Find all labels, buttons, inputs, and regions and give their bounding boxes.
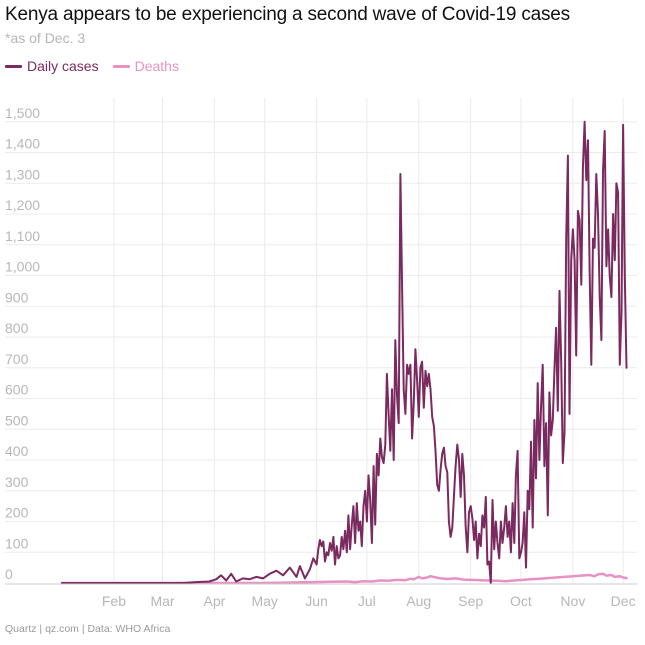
legend-item-deaths: Deaths (112, 58, 179, 74)
y-tick-label: 1,500 (5, 105, 40, 121)
y-tick-label: 1,200 (5, 197, 40, 213)
line-chart: 0 100 200 300 400 500 600 700 800 900 1,000 1,100 1,… (5, 98, 637, 609)
legend-label-deaths: Deaths (134, 58, 179, 74)
x-tick-label: Jun (305, 593, 328, 609)
x-tick-label: Apr (204, 593, 226, 609)
legend-item-daily-cases: Daily cases (5, 58, 99, 74)
x-tick-label: Sep (458, 593, 483, 609)
y-tick-label: 700 (5, 351, 29, 367)
series-line-deaths (60, 572, 628, 585)
y-tick-label: 400 (5, 443, 29, 459)
y-tick-label: 900 (5, 289, 29, 305)
chart-subtitle: *as of Dec. 3 (5, 30, 86, 46)
y-axis-ticks: 0 100 200 300 400 500 600 700 800 900 1,000 1,100 1,… (5, 105, 40, 582)
x-axis-ticks: Feb Mar Apr May Jun Jul Aug Sep Oct Nov Dec (102, 593, 636, 609)
y-tick-label: 1,000 (5, 259, 40, 275)
legend-swatch-daily-cases (5, 64, 22, 68)
chart-legend: Daily cases Deaths (5, 58, 179, 74)
source-footer: Quartz | qz.com | Data: WHO Africa (5, 623, 171, 635)
x-tick-label: Aug (406, 593, 431, 609)
x-tick-label: Oct (510, 593, 532, 609)
y-tick-label: 1,400 (5, 136, 40, 152)
x-tick-label: May (251, 593, 277, 609)
series-line-daily-cases (61, 120, 628, 584)
y-tick-label: 300 (5, 474, 29, 490)
y-tick-label: 1,300 (5, 166, 40, 182)
y-tick-label: 600 (5, 382, 29, 398)
x-tick-label: Mar (150, 593, 174, 609)
y-tick-label: 200 (5, 505, 29, 521)
x-tick-label: Dec (611, 593, 636, 609)
legend-swatch-deaths (112, 64, 130, 68)
y-tick-label: 100 (5, 535, 29, 551)
y-tick-label: 800 (5, 320, 29, 336)
y-tick-label: 0 (5, 566, 13, 582)
legend-label-daily-cases: Daily cases (27, 58, 99, 74)
grid (5, 98, 637, 583)
series (60, 120, 628, 585)
x-tick-label: Feb (102, 593, 126, 609)
y-tick-label: 1,100 (5, 228, 40, 244)
y-tick-label: 500 (5, 412, 29, 428)
x-tick-label: Nov (560, 593, 585, 609)
x-tick-label: Jul (358, 593, 376, 609)
chart-title: Kenya appears to be experiencing a secon… (5, 4, 570, 25)
